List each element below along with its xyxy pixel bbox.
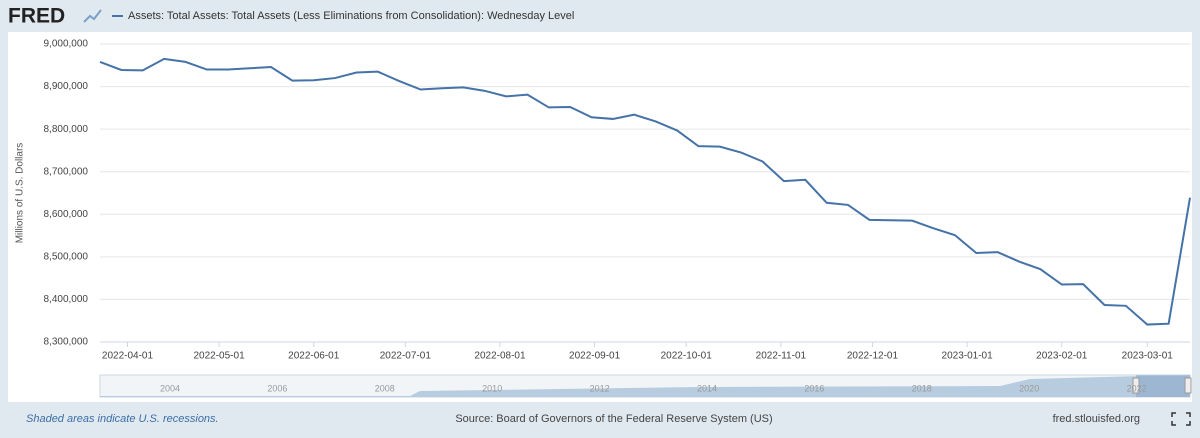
x-tick-label: 2022-06-01 (288, 351, 340, 362)
chart-panel (8, 32, 1192, 402)
source: Source: Board of Governors of the Federa… (455, 413, 772, 425)
navigator-label: 2004 (160, 383, 180, 393)
navigator-label: 2014 (697, 383, 717, 393)
x-tick-label: 2022-05-01 (193, 351, 245, 362)
y-tick-label: 9,000,000 (44, 39, 89, 50)
x-tick-label: 2022-10-01 (661, 351, 713, 362)
logo-icon (83, 9, 102, 23)
x-tick-label: 2023-03-01 (1122, 351, 1174, 362)
y-axis-label: Millions of U.S. Dollars (15, 143, 26, 244)
navigator-selection[interactable] (1136, 375, 1190, 397)
y-tick-label: 8,900,000 (44, 81, 89, 92)
x-tick-label: 2022-11-01 (756, 351, 807, 362)
x-tick-label: 2023-01-01 (942, 351, 994, 362)
navigator-label: 2016 (804, 383, 824, 393)
navigator-label: 2012 (590, 383, 610, 393)
x-tick-label: 2023-02-01 (1036, 351, 1088, 362)
legend-label: Assets: Total Assets: Total Assets (Less… (128, 10, 574, 22)
x-tick-label: 2022-09-01 (569, 351, 621, 362)
navigator-label: 2018 (912, 383, 932, 393)
x-tick-label: 2022-08-01 (474, 351, 526, 362)
y-tick-label: 8,400,000 (44, 294, 89, 305)
y-tick-label: 8,300,000 (44, 337, 89, 348)
navigator-label: 2008 (375, 383, 395, 393)
x-tick-label: 2022-12-01 (847, 351, 899, 362)
site: fred.stlouisfed.org (1053, 413, 1140, 425)
fullscreen-icon[interactable] (1171, 412, 1191, 426)
y-tick-label: 8,700,000 (44, 166, 89, 177)
navigator-label: 2022 (1127, 383, 1147, 393)
recession-note: Shaded areas indicate U.S. recessions. (26, 413, 219, 425)
y-tick-label: 8,500,000 (44, 251, 89, 262)
series-line (99, 57, 1191, 326)
x-tick-label: 2022-07-01 (380, 351, 432, 362)
x-tick-label: 2022-04-01 (102, 351, 154, 362)
y-tick-label: 8,800,000 (44, 124, 89, 135)
navigator-handle[interactable] (1184, 377, 1192, 394)
y-tick-label: 8,600,000 (44, 209, 89, 220)
navigator-label: 2010 (482, 383, 502, 393)
navigator-label: 2020 (1019, 383, 1039, 393)
logo: FRED (8, 5, 65, 28)
navigator-area (100, 376, 1190, 397)
navigator-handle[interactable] (1132, 377, 1140, 394)
navigator-label: 2006 (267, 383, 287, 393)
